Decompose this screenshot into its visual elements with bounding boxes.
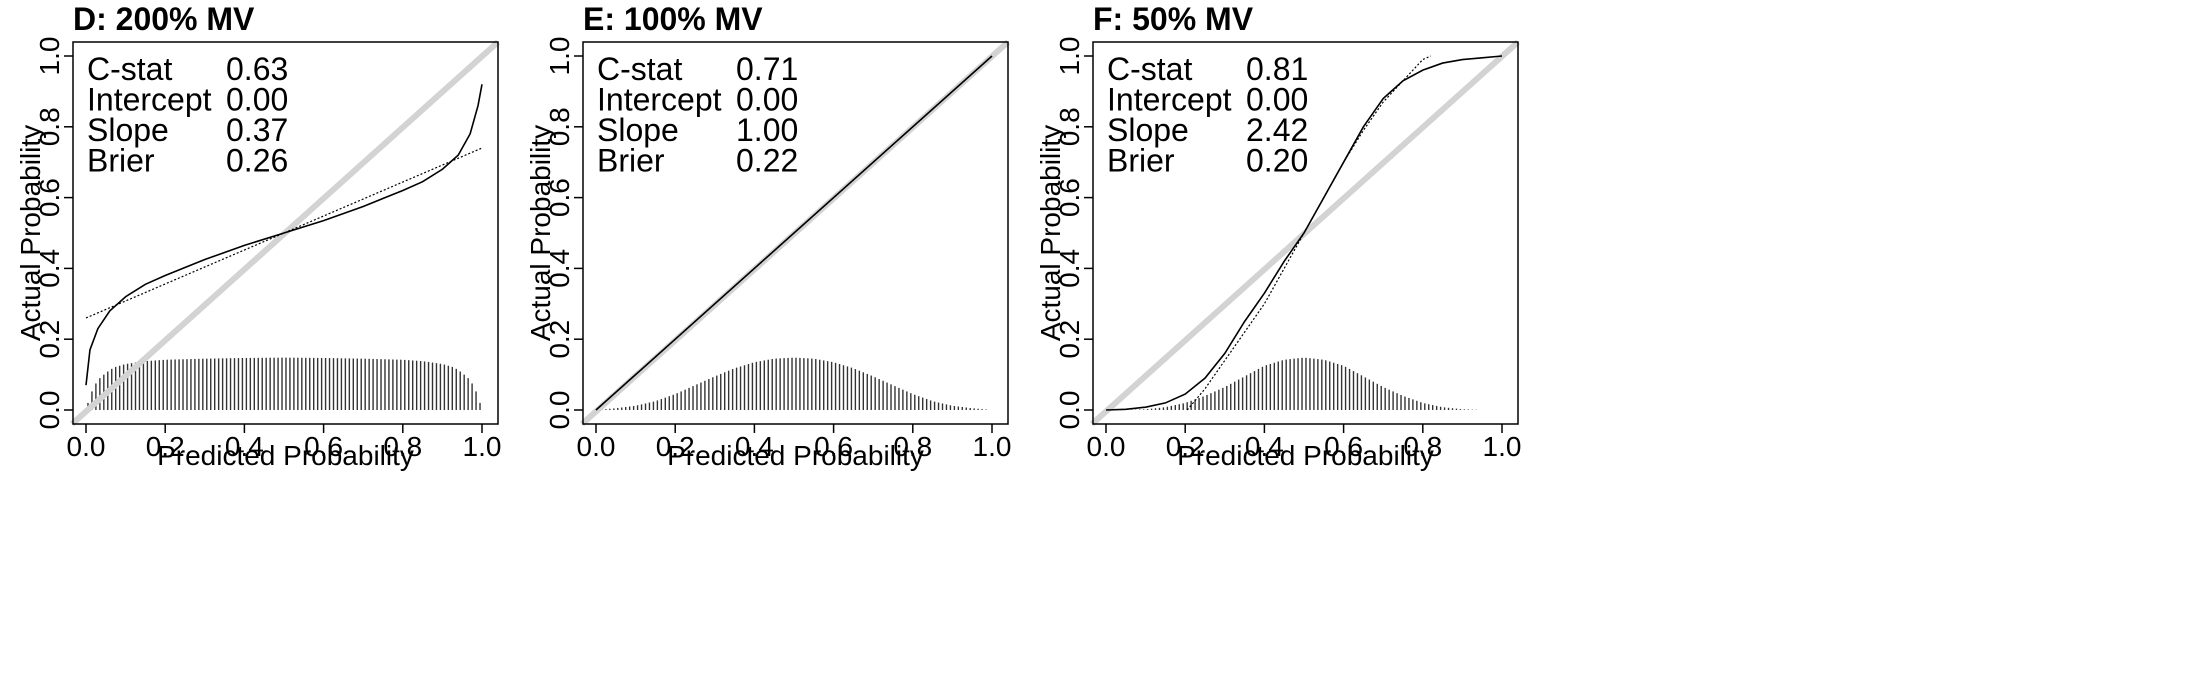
- plot-frame: [582, 41, 1009, 425]
- y-tick-label: 0.2: [34, 320, 65, 359]
- y-tick-label: 0.0: [1054, 391, 1085, 430]
- histogram: [601, 357, 987, 410]
- x-tick-label: 0.0: [1087, 431, 1126, 462]
- x-tick-label: 1.0: [973, 431, 1012, 462]
- y-tick-label: 1.0: [34, 37, 65, 76]
- stat-value: 0.00: [1246, 82, 1308, 118]
- x-tick-label: 0.4: [1245, 431, 1284, 462]
- y-tick-label: 0.4: [1054, 249, 1085, 288]
- stat-value: 1.00: [736, 112, 798, 148]
- histogram: [1131, 357, 1477, 410]
- chart-panel-1: E: 100% MV 0.0 0.2 0.4 0.6 0.8 1.0 0.0 0.2 0.4 0.6…: [525, 1, 1011, 471]
- stat-value: 0.22: [736, 143, 798, 179]
- x-axis-label: Predicted Probability: [667, 440, 924, 471]
- x-axis-label: Predicted Probability: [157, 440, 414, 471]
- x-tick-label: 0.0: [67, 431, 106, 462]
- x-tick-label: 0.4: [735, 431, 774, 462]
- y-tick-label: 1.0: [544, 37, 575, 76]
- stat-label: Intercept: [597, 82, 722, 118]
- y-tick-label: 0.0: [544, 391, 575, 430]
- y-tick-label: 0.6: [1054, 178, 1085, 217]
- stat-label: Intercept: [87, 82, 212, 118]
- x-tick-label: 0.4: [225, 431, 264, 462]
- stat-label: C-stat: [1107, 51, 1192, 87]
- y-tick-label: 0.0: [34, 391, 65, 430]
- stat-value: 0.26: [226, 143, 288, 179]
- reference-line: [1089, 39, 1521, 427]
- x-tick-label: 0.0: [577, 431, 616, 462]
- stat-value: 0.37: [226, 112, 288, 148]
- x-tick-label: 0.8: [893, 431, 932, 462]
- stat-value: 0.20: [1246, 143, 1308, 179]
- stat-label: Slope: [87, 112, 169, 148]
- y-tick-label: 0.8: [1054, 107, 1085, 146]
- plot-frame: [72, 41, 499, 425]
- stat-label: C-stat: [87, 51, 172, 87]
- y-tick-label: 0.4: [34, 249, 65, 288]
- stat-label: Brier: [1107, 143, 1175, 179]
- stat-label: C-stat: [597, 51, 682, 87]
- x-tick-label: 0.6: [304, 431, 343, 462]
- x-tick-label: 0.6: [814, 431, 853, 462]
- y-tick-label: 0.8: [544, 107, 575, 146]
- x-tick-label: 1.0: [463, 431, 502, 462]
- logistic-fit-line: [1186, 55, 1431, 411]
- y-tick-label: 0.4: [544, 249, 575, 288]
- y-axis-label: Actual Probability: [1035, 125, 1066, 341]
- x-tick-label: 0.2: [656, 431, 695, 462]
- x-tick-label: 0.8: [383, 431, 422, 462]
- y-tick-label: 0.6: [34, 178, 65, 217]
- stat-value: 0.71: [736, 51, 798, 87]
- plot-frame: [1092, 41, 1519, 425]
- x-tick-label: 0.2: [1166, 431, 1205, 462]
- panel-title: D: 200% MV: [73, 1, 255, 37]
- stat-value: 0.63: [226, 51, 288, 87]
- stat-value: 0.00: [736, 82, 798, 118]
- logistic-fit-line: [595, 55, 993, 411]
- y-tick-label: 0.6: [544, 178, 575, 217]
- histogram: [87, 357, 481, 410]
- calibration-curve: [85, 84, 483, 386]
- stat-label: Brier: [597, 143, 665, 179]
- panel-title: F: 50% MV: [1093, 1, 1254, 37]
- stat-label: Slope: [597, 112, 679, 148]
- panel-title: E: 100% MV: [583, 1, 763, 37]
- chart-panel-2: F: 50% MV 0.0 0.2 0.4 0.6 0.8 1.0 0.0 0.2 0.4 0.6 0…: [1035, 1, 1521, 471]
- y-tick-label: 0.8: [34, 107, 65, 146]
- x-tick-label: 1.0: [1483, 431, 1522, 462]
- y-axis-label: Actual Probability: [525, 125, 556, 341]
- y-tick-label: 0.2: [1054, 320, 1085, 359]
- x-tick-label: 0.2: [146, 431, 185, 462]
- stat-label: Intercept: [1107, 82, 1232, 118]
- stat-label: Slope: [1107, 112, 1189, 148]
- y-tick-label: 1.0: [1054, 37, 1085, 76]
- y-tick-label: 0.2: [544, 320, 575, 359]
- x-tick-label: 0.6: [1324, 431, 1363, 462]
- y-axis-label: Actual Probability: [15, 125, 46, 341]
- stat-value: 0.00: [226, 82, 288, 118]
- chart-panel-0: D: 200% MV 0.0 0.2 0.4 0.6 0.8 1.0 0.0 0.2 0.4 0.6…: [15, 1, 501, 471]
- x-axis-label: Predicted Probability: [1177, 440, 1434, 471]
- stat-value: 2.42: [1246, 112, 1308, 148]
- stat-value: 0.81: [1246, 51, 1308, 87]
- stat-label: Brier: [87, 143, 155, 179]
- x-tick-label: 0.8: [1403, 431, 1442, 462]
